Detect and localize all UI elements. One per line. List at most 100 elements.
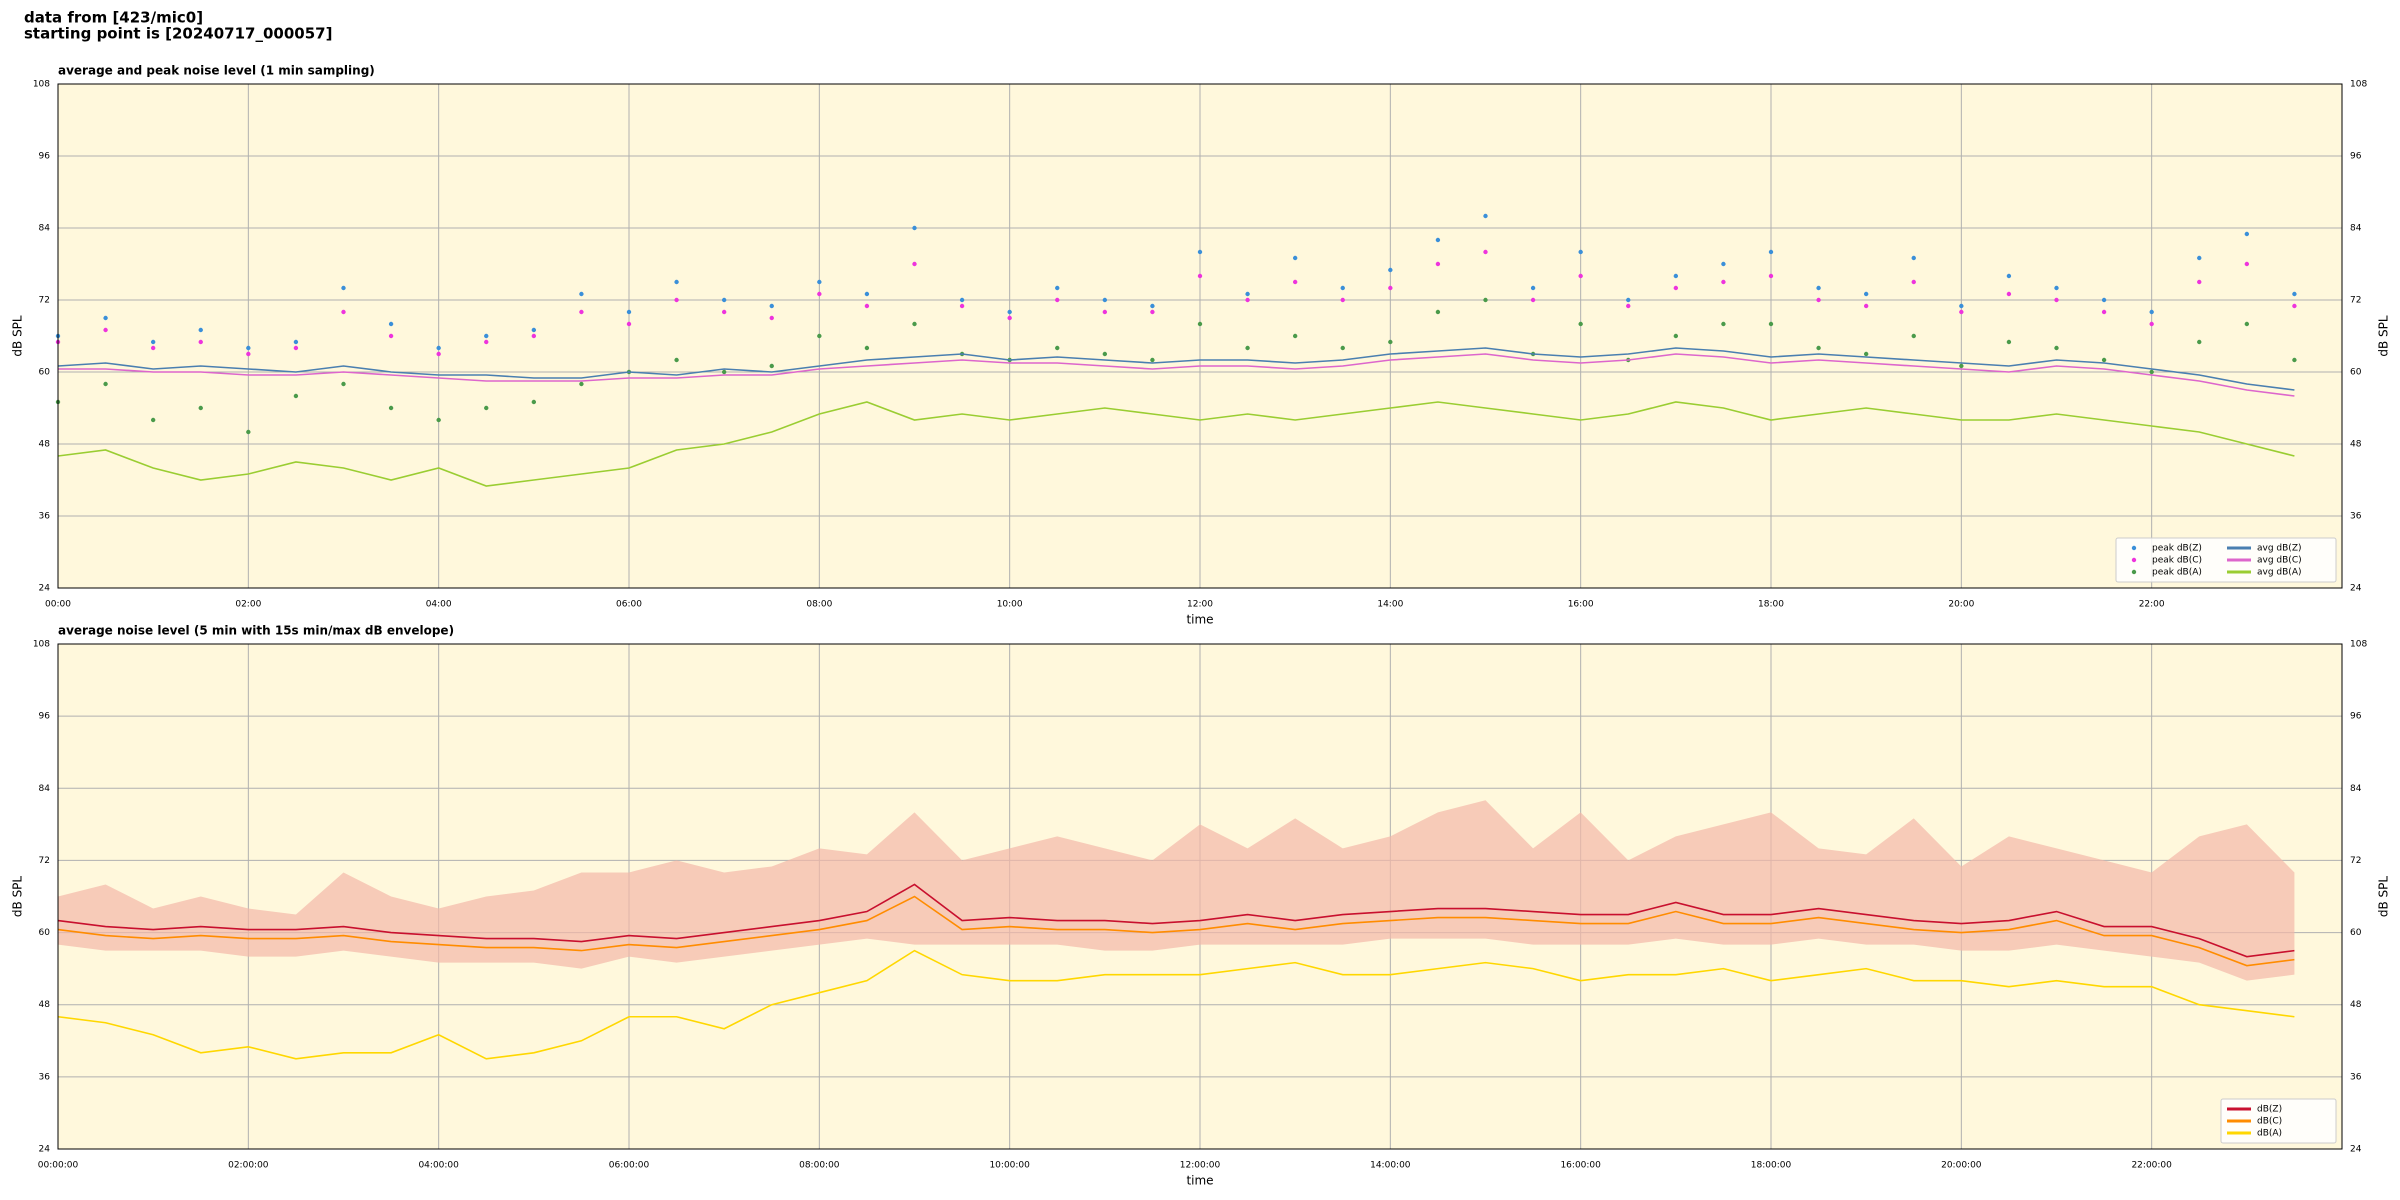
y-tick-label: 84: [39, 784, 51, 794]
y-tick-label-right: 48: [2350, 1000, 2362, 1010]
y-tick-label-right: 60: [2350, 928, 2362, 938]
peak-dot: [579, 291, 584, 297]
peak-dot: [1245, 297, 1250, 303]
x-tick-label: 22:00:00: [2131, 1161, 2172, 1171]
y-tick-label: 24: [39, 1145, 51, 1155]
x-tick-label: 10:00:00: [989, 1161, 1030, 1171]
peak-dot: [674, 297, 679, 303]
peak-dot: [1816, 345, 1821, 351]
legend-label: peak dB(C): [2152, 556, 2202, 566]
peak-dot: [1435, 237, 1441, 243]
peak-dot: [2101, 309, 2107, 315]
peak-dot: [2101, 357, 2107, 363]
peak-dot: [1863, 291, 1869, 297]
peak-dot: [1530, 297, 1536, 303]
peak-dot: [436, 351, 441, 357]
peak-dot: [1388, 285, 1393, 291]
y-tick-label-right: 108: [2350, 80, 2367, 90]
peak-dot: [1245, 345, 1250, 351]
x-tick-label: 14:00:00: [1370, 1161, 1411, 1171]
peak-dot: [1626, 297, 1631, 303]
x-tick-label: 16:00: [1568, 600, 1594, 610]
peak-dot: [388, 405, 394, 411]
y-tick-label: 60: [39, 368, 51, 378]
x-tick-label: 18:00:00: [1751, 1161, 1792, 1171]
peak-dot: [959, 303, 965, 309]
y-tick-label-right: 84: [2350, 224, 2362, 234]
series-line: [57, 895, 2295, 967]
x-tick-label: 20:00: [1948, 600, 1974, 610]
peak-dot: [769, 363, 774, 369]
peak-dot: [721, 297, 727, 303]
y-tick-label: 108: [33, 80, 50, 90]
peak-dot: [436, 417, 441, 423]
series-line: [57, 883, 2295, 958]
peak-dot: [1863, 303, 1869, 309]
peak-dot: [1292, 279, 1298, 285]
peak-dot: [1721, 279, 1726, 285]
peak-dot: [864, 291, 870, 297]
peak-dot: [1245, 291, 1250, 297]
peak-dot: [626, 309, 632, 315]
peak-dot: [2244, 321, 2250, 327]
y-axis-label: dB SPL: [11, 876, 25, 918]
y-tick-label-right: 24: [2350, 584, 2362, 594]
peak-dot: [1768, 249, 1774, 255]
x-tick-label: 04:00:00: [418, 1161, 459, 1171]
y-tick-label: 72: [39, 856, 50, 866]
x-tick-label: 14:00: [1377, 600, 1403, 610]
y-tick-label: 24: [39, 584, 51, 594]
y-tick-label: 96: [39, 152, 51, 162]
peak-dot: [1626, 303, 1631, 309]
peak-dot: [103, 381, 108, 387]
peak-dot: [1768, 321, 1774, 327]
x-tick-label: 02:00:00: [228, 1161, 269, 1171]
peak-dot: [484, 339, 489, 345]
peak-dot: [1959, 303, 1964, 309]
peak-dot: [103, 315, 108, 321]
peak-dot: [2149, 369, 2154, 375]
y-tick-label-right: 96: [2350, 712, 2362, 722]
peak-dot: [817, 279, 822, 285]
peak-dot: [626, 321, 632, 327]
series-line: [57, 401, 2295, 487]
peak-dot: [2292, 303, 2297, 309]
peak-dot: [674, 279, 679, 285]
peak-dot: [1911, 255, 1916, 261]
peak-dot: [2054, 285, 2059, 291]
x-tick-label: 04:00: [426, 600, 452, 610]
peak-dot: [2244, 231, 2250, 237]
plot-frame: [57, 643, 2343, 1150]
peak-dot: [2006, 339, 2012, 345]
peak-dot: [1102, 309, 1108, 315]
legend-marker: [2131, 545, 2137, 551]
chart-title: average and peak noise level (1 min samp…: [58, 64, 375, 78]
peak-dot: [2101, 297, 2107, 303]
peak-dot: [1197, 321, 1203, 327]
peak-dot: [246, 351, 251, 357]
peak-dot: [2197, 279, 2202, 285]
peak-dot: [388, 333, 394, 339]
y-tick-label: 60: [39, 928, 51, 938]
header-line: data from [423/mic0]: [24, 9, 203, 27]
legend-label: dB(C): [2257, 1117, 2282, 1127]
y-tick-label: 108: [33, 640, 50, 650]
y-tick-label: 36: [39, 1072, 51, 1082]
legend-label: dB(Z): [2257, 1105, 2282, 1115]
y-tick-label: 72: [39, 296, 50, 306]
y-tick-label-right: 84: [2350, 784, 2362, 794]
peak-dot: [1340, 297, 1345, 303]
peak-dot: [1721, 321, 1726, 327]
peak-dot: [150, 417, 156, 423]
peak-dot: [198, 339, 203, 345]
peak-dot: [1816, 297, 1821, 303]
peak-dot: [341, 381, 346, 387]
peak-dot: [436, 345, 441, 351]
envelope: [58, 800, 2295, 981]
y-tick-label-right: 108: [2350, 640, 2367, 650]
peak-dot: [959, 297, 965, 303]
peak-dot: [2197, 339, 2202, 345]
peak-dot: [912, 321, 917, 327]
peak-dot: [2006, 291, 2012, 297]
x-tick-label: 08:00:00: [799, 1161, 840, 1171]
